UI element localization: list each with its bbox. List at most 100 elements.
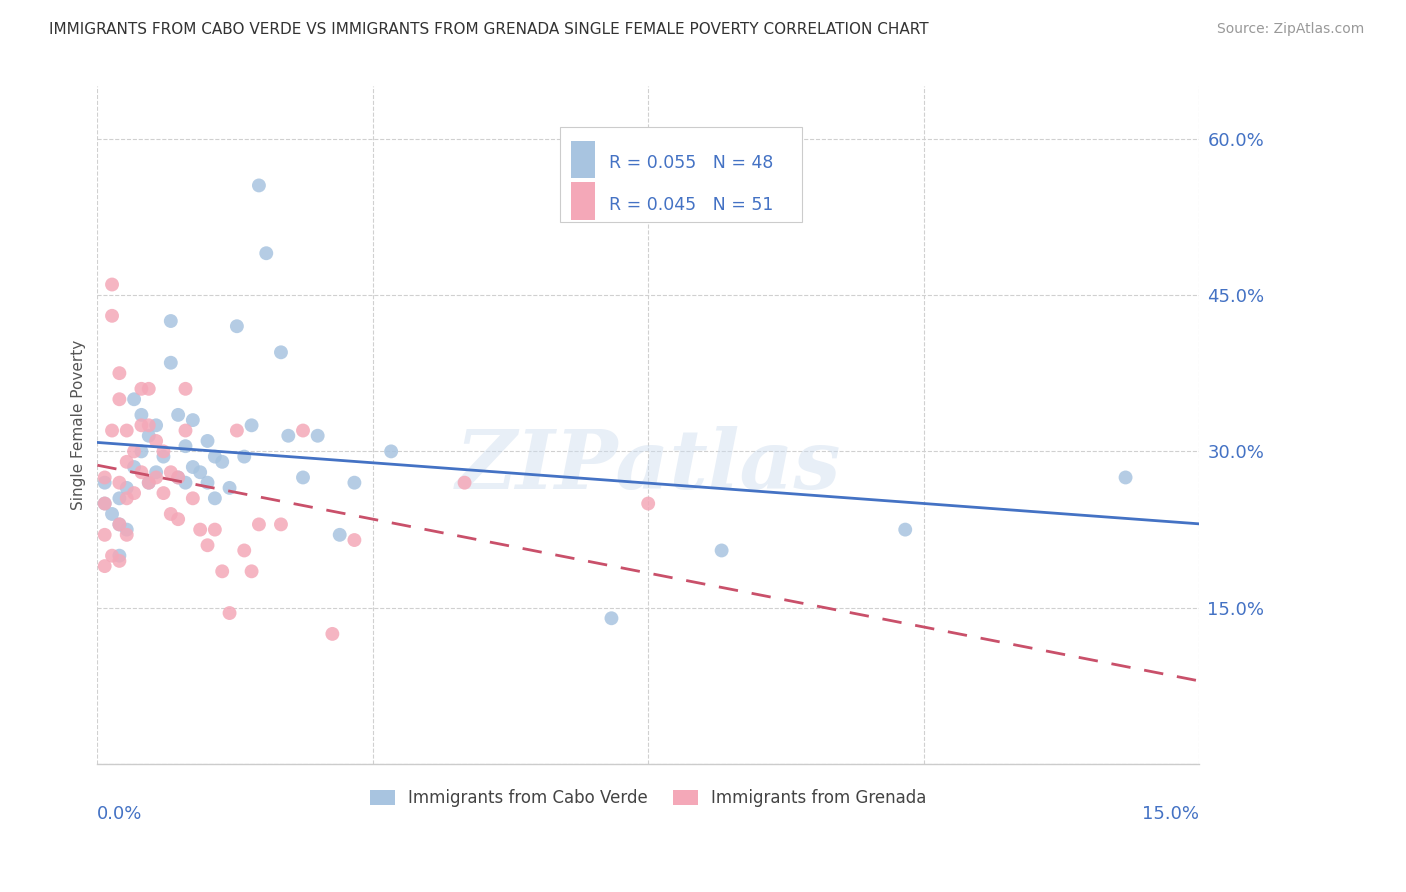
- Point: [247, 178, 270, 193]
- Point: [174, 382, 197, 396]
- FancyBboxPatch shape: [571, 141, 595, 178]
- Point: [1115, 470, 1137, 484]
- Point: [145, 418, 167, 433]
- Point: [204, 450, 226, 464]
- Point: [197, 475, 219, 490]
- Point: [204, 523, 226, 537]
- Point: [93, 497, 115, 511]
- Point: [218, 481, 240, 495]
- FancyBboxPatch shape: [560, 127, 803, 222]
- Point: [174, 439, 197, 453]
- Point: [152, 486, 174, 500]
- Point: [167, 470, 190, 484]
- Point: [710, 543, 733, 558]
- Text: R = 0.055   N = 48: R = 0.055 N = 48: [609, 154, 773, 172]
- Point: [270, 345, 292, 359]
- Point: [307, 429, 329, 443]
- Point: [93, 475, 115, 490]
- Point: [101, 309, 124, 323]
- Point: [101, 277, 124, 292]
- Point: [174, 475, 197, 490]
- Point: [188, 465, 211, 479]
- Point: [108, 491, 131, 506]
- Point: [108, 517, 131, 532]
- Point: [174, 424, 197, 438]
- Point: [122, 486, 145, 500]
- Point: [93, 528, 115, 542]
- Point: [138, 382, 160, 396]
- Point: [115, 481, 138, 495]
- Point: [270, 517, 292, 532]
- Point: [277, 429, 299, 443]
- Point: [138, 475, 160, 490]
- Text: ZIPatlas: ZIPatlas: [456, 426, 841, 506]
- Point: [329, 528, 352, 542]
- Point: [115, 523, 138, 537]
- Point: [131, 382, 153, 396]
- Point: [122, 460, 145, 475]
- Point: [108, 392, 131, 407]
- Point: [233, 543, 256, 558]
- Point: [247, 517, 270, 532]
- Point: [218, 606, 240, 620]
- Point: [211, 455, 233, 469]
- Point: [600, 611, 623, 625]
- FancyBboxPatch shape: [571, 183, 595, 219]
- Point: [122, 444, 145, 458]
- Point: [181, 460, 204, 475]
- Text: Source: ZipAtlas.com: Source: ZipAtlas.com: [1216, 22, 1364, 37]
- Point: [181, 413, 204, 427]
- Point: [101, 507, 124, 521]
- Point: [380, 444, 402, 458]
- Text: 0.0%: 0.0%: [97, 805, 143, 823]
- Point: [291, 424, 314, 438]
- Y-axis label: Single Female Poverty: Single Female Poverty: [72, 340, 86, 510]
- Point: [343, 475, 366, 490]
- Point: [131, 444, 153, 458]
- Point: [204, 491, 226, 506]
- Point: [233, 450, 256, 464]
- Point: [108, 475, 131, 490]
- Point: [138, 418, 160, 433]
- Point: [108, 366, 131, 380]
- Point: [197, 538, 219, 552]
- Point: [145, 434, 167, 448]
- Text: 15.0%: 15.0%: [1142, 805, 1199, 823]
- Point: [122, 392, 145, 407]
- Point: [101, 424, 124, 438]
- Point: [240, 565, 263, 579]
- Point: [197, 434, 219, 448]
- Point: [211, 565, 233, 579]
- Point: [188, 523, 211, 537]
- Text: R = 0.045   N = 51: R = 0.045 N = 51: [609, 196, 773, 214]
- Point: [93, 559, 115, 574]
- Legend: Immigrants from Cabo Verde, Immigrants from Grenada: Immigrants from Cabo Verde, Immigrants f…: [363, 782, 934, 814]
- Point: [159, 465, 181, 479]
- Point: [131, 465, 153, 479]
- Point: [152, 444, 174, 458]
- Point: [167, 512, 190, 526]
- Point: [115, 455, 138, 469]
- Point: [240, 418, 263, 433]
- Point: [145, 465, 167, 479]
- Point: [108, 554, 131, 568]
- Point: [343, 533, 366, 547]
- Point: [453, 475, 475, 490]
- Point: [138, 429, 160, 443]
- Point: [145, 470, 167, 484]
- Point: [108, 549, 131, 563]
- Point: [167, 408, 190, 422]
- Point: [115, 528, 138, 542]
- Point: [93, 497, 115, 511]
- Point: [115, 491, 138, 506]
- Point: [152, 450, 174, 464]
- Point: [159, 356, 181, 370]
- Point: [637, 497, 659, 511]
- Point: [159, 314, 181, 328]
- Point: [93, 470, 115, 484]
- Point: [181, 491, 204, 506]
- Point: [225, 424, 247, 438]
- Point: [108, 517, 131, 532]
- Point: [254, 246, 277, 260]
- Point: [321, 627, 343, 641]
